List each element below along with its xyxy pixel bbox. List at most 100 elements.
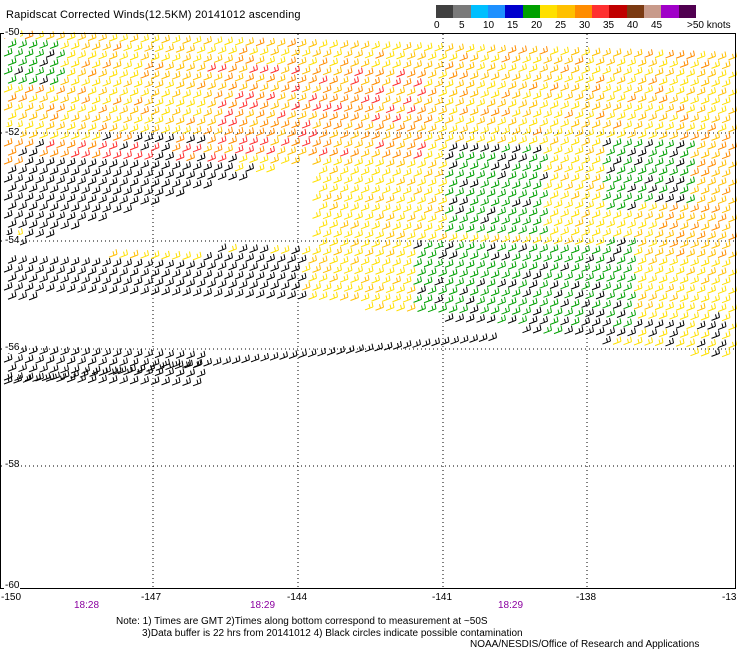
wind-barb <box>203 108 212 117</box>
wind-barb <box>371 167 380 176</box>
lat-label: -50 <box>4 27 21 38</box>
wind-barb <box>146 363 155 372</box>
wind-barb <box>70 167 80 176</box>
wind-barb <box>501 71 510 81</box>
wind-barb <box>245 253 254 262</box>
wind-barb <box>490 233 500 243</box>
wind-barb <box>196 170 206 180</box>
wind-barb <box>318 111 328 121</box>
wind-barb <box>539 46 548 55</box>
wind-barb <box>721 186 731 196</box>
wind-barb <box>585 182 594 192</box>
wind-barb <box>171 179 181 188</box>
wind-barb <box>679 257 689 266</box>
wind-barb <box>360 148 370 158</box>
wind-barb <box>333 84 342 94</box>
lon-label: -144 <box>287 592 308 603</box>
wind-barb <box>486 80 496 90</box>
wind-barb <box>690 221 699 231</box>
wind-barb <box>581 299 590 308</box>
wind-barb <box>375 104 384 113</box>
wind-barb <box>711 114 720 123</box>
wind-barb <box>522 288 531 298</box>
wind-barb <box>66 85 76 95</box>
wind-barb <box>696 302 706 312</box>
wind-barb <box>717 123 727 133</box>
wind-barb <box>307 348 317 358</box>
wind-barb <box>700 293 710 303</box>
wind-barb <box>175 260 185 269</box>
wind-barb <box>501 233 510 243</box>
wind-barb <box>518 297 527 307</box>
wind-barb <box>35 264 44 274</box>
wind-barb <box>322 264 332 274</box>
wind-barb <box>570 281 580 290</box>
wind-barb <box>45 265 55 274</box>
wind-barb <box>686 248 695 258</box>
wind-barb <box>570 209 580 218</box>
wind-barb <box>364 343 374 353</box>
wind-barb <box>217 63 227 73</box>
wind-barb <box>161 88 170 98</box>
wind-barb <box>35 138 44 148</box>
wind-barb <box>144 97 153 106</box>
wind-barb <box>291 101 300 111</box>
wind-barb <box>213 54 223 63</box>
wind-barb <box>627 327 636 337</box>
wind-barb <box>66 121 76 131</box>
wind-barb <box>417 195 426 204</box>
wind-barb <box>217 99 227 109</box>
wind-barb <box>444 169 454 178</box>
wind-barb <box>144 259 153 268</box>
wind-barb <box>532 216 542 226</box>
lon-label: -138 <box>576 592 597 603</box>
wind-barb <box>553 199 563 209</box>
legend-swatch <box>591 5 610 18</box>
wind-barb <box>700 131 710 141</box>
wind-barb <box>18 363 27 373</box>
wind-barb <box>627 111 636 121</box>
wind-barb <box>396 176 405 186</box>
wind-barb <box>574 326 584 335</box>
wind-barb <box>459 196 468 206</box>
wind-barb <box>455 169 464 179</box>
wind-barb <box>707 105 716 114</box>
wind-barb <box>161 52 170 62</box>
wind-barb <box>444 187 454 196</box>
legend-swatch <box>661 5 679 18</box>
wind-barb <box>144 277 153 286</box>
wind-barb <box>266 37 275 47</box>
wind-barb <box>581 209 590 218</box>
wind-barb <box>297 272 307 282</box>
wind-barb <box>98 68 107 78</box>
wind-barb <box>707 51 716 60</box>
wind-barb <box>480 125 489 134</box>
wind-barb <box>87 356 97 366</box>
wind-barb <box>108 123 118 132</box>
wind-barb <box>14 66 23 75</box>
wind-barb <box>406 303 416 312</box>
wind-barb <box>644 265 653 274</box>
wind-barb <box>612 120 622 129</box>
wind-barb <box>381 185 391 194</box>
wind-barb <box>465 151 475 161</box>
wind-barb <box>203 90 212 99</box>
wind-barb <box>648 76 657 85</box>
wind-barb <box>711 294 720 303</box>
wind-barb <box>574 290 584 299</box>
wind-barb <box>255 163 265 173</box>
wind-barb <box>459 286 468 296</box>
wind-barb <box>385 68 395 78</box>
wind-barb <box>507 189 517 198</box>
wind-barb <box>193 358 203 368</box>
wind-barb <box>581 47 590 56</box>
wind-barb <box>570 263 580 272</box>
wind-barb <box>287 56 296 66</box>
wind-barb <box>423 150 433 160</box>
wind-barb <box>81 131 90 140</box>
wind-barb <box>486 296 496 306</box>
wind-barb <box>45 157 55 166</box>
wind-barb <box>423 204 433 214</box>
wind-barb <box>434 132 443 142</box>
wind-barb <box>39 202 48 211</box>
